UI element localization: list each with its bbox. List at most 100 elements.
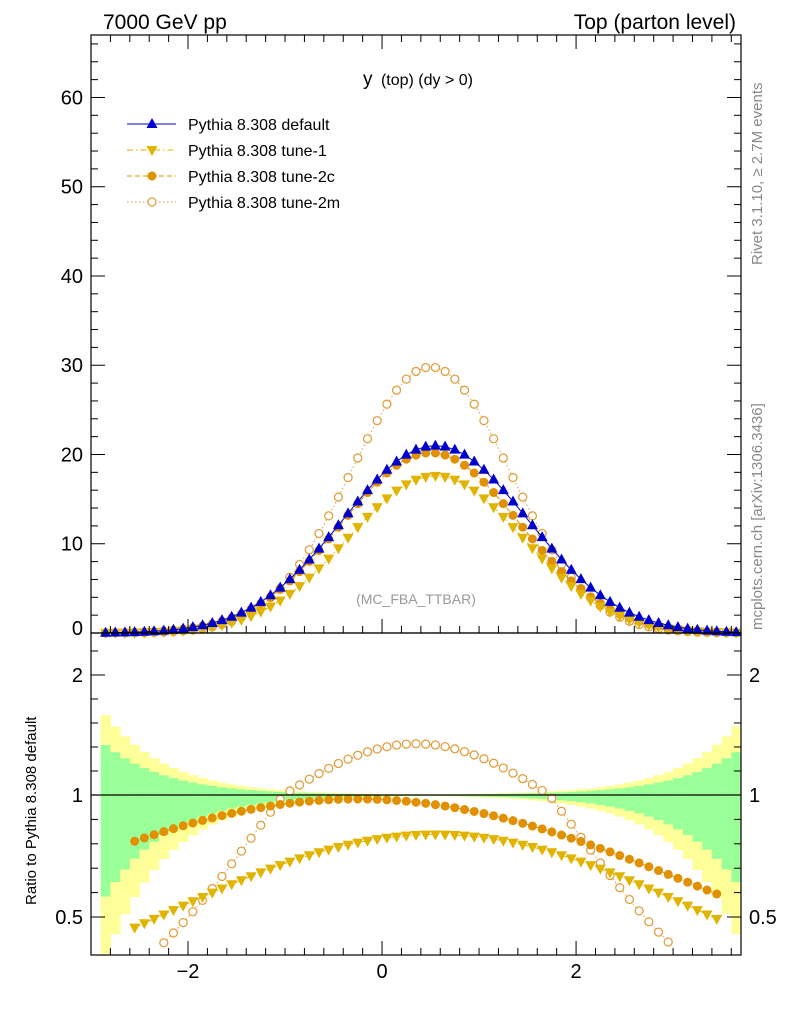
series-point	[352, 523, 364, 534]
ratio-point	[586, 840, 596, 850]
legend-label: Pythia 8.308 tune-1	[188, 143, 327, 160]
ratio-point	[547, 827, 557, 837]
ratio-point	[362, 794, 372, 804]
ratio-band-inner	[643, 784, 655, 817]
ratio-point	[314, 795, 324, 805]
ratio-point	[148, 914, 160, 925]
ratio-band-inner	[294, 792, 305, 800]
watermark: (MC_FBA_TTBAR)	[356, 591, 476, 607]
series-point	[429, 439, 441, 450]
ratio-point	[352, 838, 364, 849]
series-point	[498, 453, 508, 463]
series-point	[536, 531, 548, 542]
series-point	[604, 607, 616, 618]
ratio-point	[168, 928, 179, 938]
series-point	[498, 499, 508, 509]
ratio-point	[217, 811, 227, 821]
ratio-point	[323, 845, 335, 856]
series-point	[235, 615, 247, 626]
ratio-point	[439, 830, 451, 841]
legend: Pythia 8.308 default Pythia 8.308 tune-1 P…	[127, 117, 340, 212]
series-point	[294, 582, 306, 593]
ratio-point	[207, 813, 217, 823]
ratio-point	[353, 794, 363, 804]
ratio-point	[654, 866, 664, 876]
ratio-point	[624, 854, 634, 864]
ratio-band-inner	[236, 789, 247, 807]
series-point	[421, 448, 431, 458]
series-point	[216, 614, 228, 625]
ratio-point	[264, 864, 276, 875]
series-point	[381, 463, 393, 474]
ratio-series-layer	[129, 739, 723, 948]
series-point	[468, 486, 480, 497]
ratio-point	[430, 740, 441, 750]
series-point	[508, 510, 518, 520]
ratio-point	[459, 831, 471, 842]
ratio-point	[206, 888, 218, 899]
ratio-band-inner	[576, 791, 587, 803]
plot-title: y (top) (dy > 0)	[363, 69, 473, 90]
series-point	[556, 553, 568, 564]
ratio-point	[284, 857, 296, 868]
series-point	[264, 602, 276, 613]
ratio-point	[450, 744, 460, 754]
ratio-point	[673, 873, 683, 883]
ratio-point	[168, 824, 178, 834]
series-point	[401, 374, 411, 384]
ratio-point	[188, 907, 198, 917]
ratio-point	[633, 880, 645, 891]
ratio-point	[420, 830, 432, 841]
series-point	[362, 434, 373, 444]
ratio-point	[158, 910, 170, 921]
ratio-point	[508, 816, 518, 826]
legend-label: Pythia 8.308 tune-2m	[188, 195, 340, 212]
ratio-point	[294, 780, 305, 790]
series-point	[167, 623, 179, 634]
series-point	[372, 415, 382, 426]
ratio-point	[371, 835, 383, 846]
ratio-point	[246, 833, 256, 843]
ratio-band-inner	[139, 768, 150, 850]
main-ytick-label: 50	[61, 177, 83, 199]
series-point	[294, 563, 306, 574]
ratio-point	[469, 750, 479, 760]
ratio-point	[391, 832, 403, 843]
ratio-point	[167, 906, 179, 917]
ratio-point	[410, 831, 422, 842]
ratio-point	[333, 758, 344, 769]
ratio-band-inner	[624, 787, 635, 811]
series-point	[508, 472, 518, 483]
series-point	[371, 473, 383, 484]
ratio-point	[663, 937, 673, 947]
ratio-point	[411, 797, 421, 807]
series-point	[623, 615, 635, 626]
series-point	[488, 434, 499, 444]
ratio-point	[285, 786, 295, 796]
ratio-point	[663, 869, 673, 879]
ratio-ytick-label: 2	[72, 665, 83, 687]
series-point	[187, 621, 199, 632]
ratio-point	[421, 739, 431, 749]
ratio-band-inner	[556, 792, 567, 801]
ratio-point	[526, 843, 538, 854]
ratio-point	[644, 917, 654, 927]
ratio-point	[236, 846, 247, 856]
ratio-point	[547, 793, 557, 804]
ratio-point	[594, 864, 606, 875]
ratio-point	[449, 831, 461, 842]
series-point	[352, 495, 364, 506]
ratio-point	[556, 851, 568, 862]
ratio-point	[440, 801, 450, 811]
series-point	[206, 616, 218, 627]
ratio-error-bands	[100, 715, 742, 954]
ratio-point	[692, 881, 702, 891]
series-point	[546, 542, 558, 553]
ratio-point	[401, 739, 411, 749]
ratio-point	[683, 877, 693, 887]
series-point	[682, 622, 694, 633]
ratio-point	[498, 813, 508, 823]
ratio-point	[430, 800, 440, 810]
ratio-point	[546, 848, 558, 859]
ratio-point	[353, 750, 363, 760]
